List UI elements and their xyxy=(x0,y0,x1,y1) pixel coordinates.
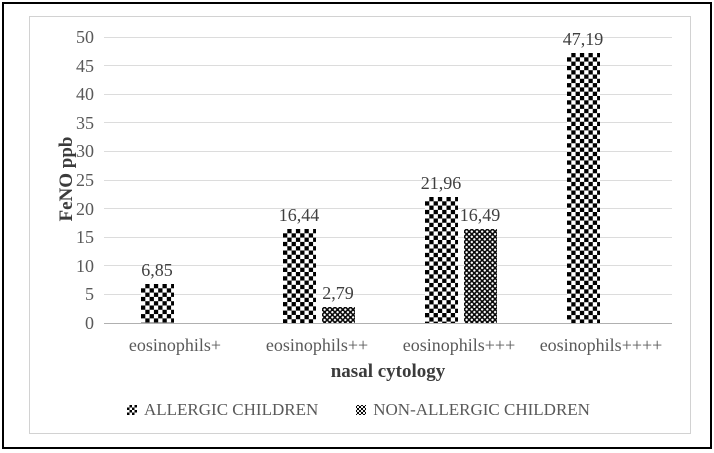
gridline-15 xyxy=(104,236,672,238)
gridline-25 xyxy=(104,179,672,181)
legend-item-allergic-children: ALLERGIC CHILDREN xyxy=(127,400,318,420)
x-category-label-eosinophils+++: eosinophils+++ xyxy=(402,335,516,355)
gridline-10 xyxy=(104,265,672,267)
y-tick-label-5: 5 xyxy=(85,284,94,305)
y-tick-label-40: 40 xyxy=(76,84,94,105)
y-tick-label-50: 50 xyxy=(76,27,94,47)
gridline-50 xyxy=(104,36,672,38)
y-tick-label-10: 10 xyxy=(76,255,94,276)
gridline-20 xyxy=(104,208,672,210)
bar-dense-dot-eosinophils++ xyxy=(322,307,355,323)
y-tick-label-35: 35 xyxy=(76,112,94,133)
x-category-label-eosinophils+: eosinophils+ xyxy=(128,335,222,355)
checkerboard-swatch-icon xyxy=(127,405,137,415)
x-axis-line xyxy=(104,322,672,324)
x-axis-title: nasal cytology xyxy=(330,361,446,382)
legend-label-allergic-children: ALLERGIC CHILDREN xyxy=(144,400,319,419)
dense-dot-swatch-icon xyxy=(356,405,367,415)
y-tick-label-30: 30 xyxy=(76,141,94,162)
gridline-45 xyxy=(104,65,672,67)
bar-checkerboard-eosinophils++++ xyxy=(567,53,600,323)
bar-dense-dot-eosinophils+++ xyxy=(464,229,497,323)
gridline-35 xyxy=(104,122,672,124)
bar-value-label: 16,49 xyxy=(459,205,501,225)
bar-checkerboard-eosinophils+ xyxy=(141,284,174,323)
gridline-30 xyxy=(104,150,672,152)
y-tick-label-20: 20 xyxy=(76,198,94,219)
x-category-label-eosinophils++: eosinophils++ xyxy=(265,335,369,355)
y-tick-label-25: 25 xyxy=(76,170,94,190)
bar-checkerboard-eosinophils+++ xyxy=(425,197,458,323)
gridline-5 xyxy=(104,293,672,295)
legend-label-non-allergic-children: NON-ALLERGIC CHILDREN xyxy=(373,400,590,419)
y-axis-title: FeNO ppb xyxy=(56,136,77,222)
gridline-40 xyxy=(104,93,672,95)
bar-value-label: 16,44 xyxy=(278,205,320,225)
bar-value-label: 21,96 xyxy=(420,173,462,193)
legend-item-non-allergic-children: NON-ALLERGIC CHILDREN xyxy=(356,400,590,420)
legend: ALLERGIC CHILDREN NON-ALLERGIC CHILDREN xyxy=(127,400,590,420)
bar-value-label: 2,79 xyxy=(322,283,354,303)
x-category-label-eosinophils++++: eosinophils++++ xyxy=(539,335,663,355)
y-tick-label-15: 15 xyxy=(76,227,94,248)
bar-checkerboard-eosinophils++ xyxy=(283,229,316,323)
bar-value-label: 47,19 xyxy=(562,29,604,49)
bar-value-label: 6,85 xyxy=(141,260,173,280)
y-tick-label-45: 45 xyxy=(76,55,94,76)
y-tick-label-0: 0 xyxy=(85,313,94,333)
